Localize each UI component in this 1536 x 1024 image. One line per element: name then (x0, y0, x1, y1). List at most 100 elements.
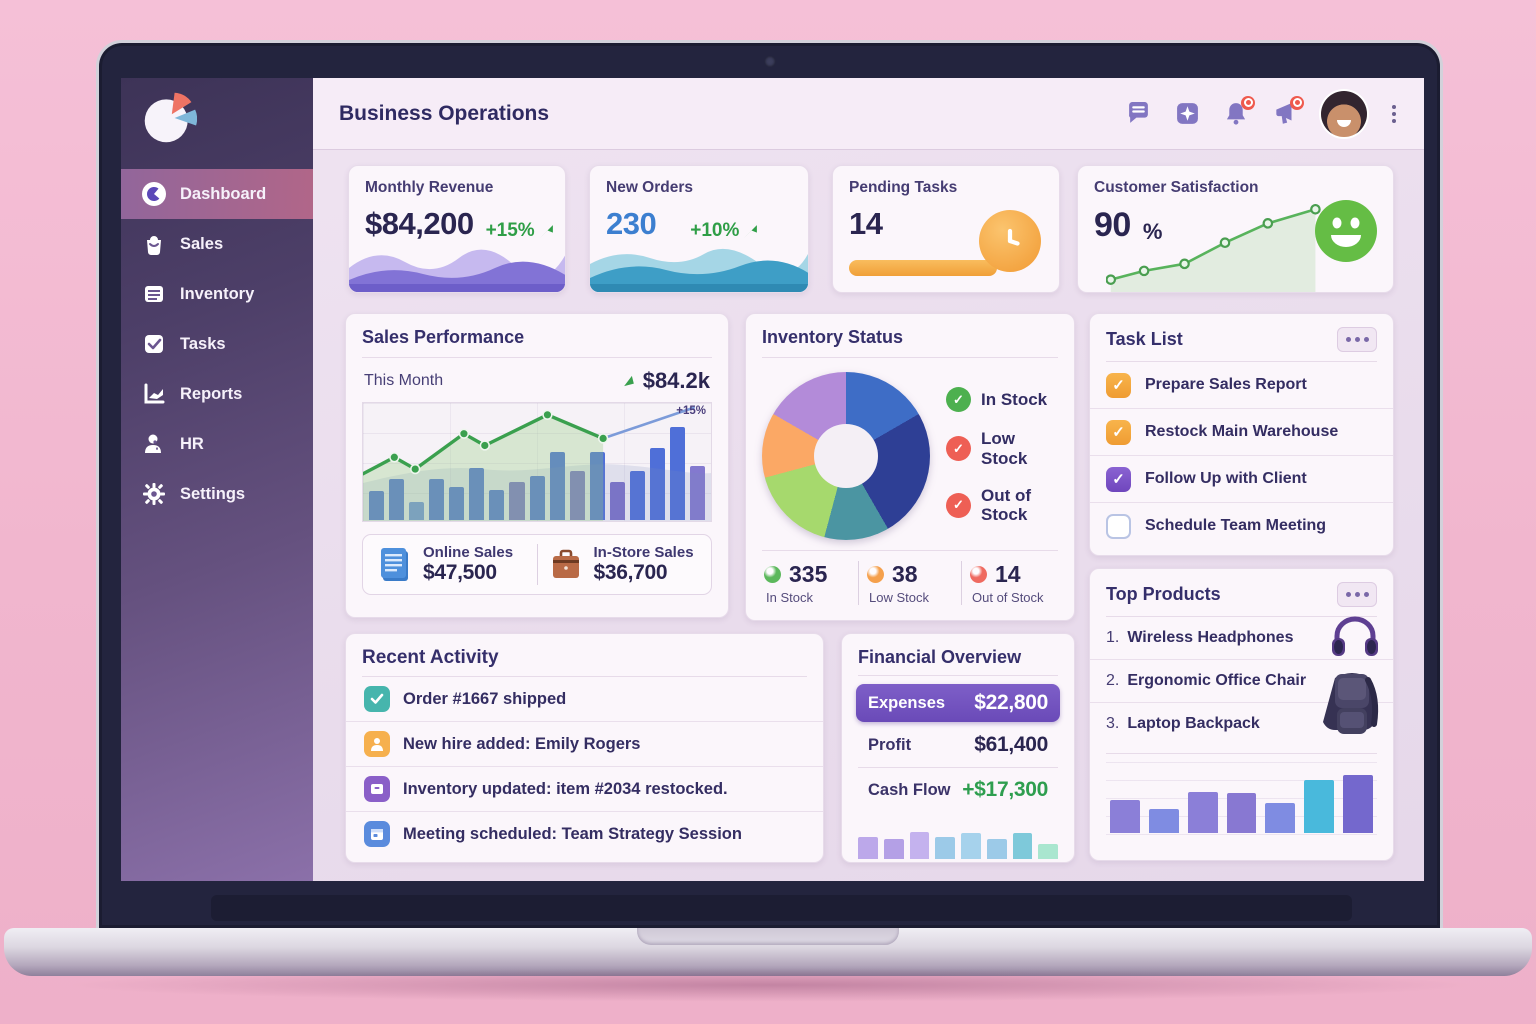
revenue-wave-chart (349, 249, 565, 292)
smiley-icon (1313, 198, 1379, 269)
page-title: Business Operations (339, 101, 550, 125)
online-sales-value: $47,500 (423, 561, 497, 584)
app-header: Business Operations (313, 78, 1424, 150)
sidebar-item-sales[interactable]: Sales (121, 219, 313, 269)
calendar-icon (364, 821, 390, 847)
legend-item: ✓ Low Stock (946, 429, 1058, 468)
legend-item: ✓ Out of Stock (946, 486, 1058, 525)
user-avatar[interactable] (1321, 90, 1367, 137)
task-checkbox[interactable] (1106, 466, 1131, 492)
status-dot (764, 566, 781, 583)
projection-label: +15% (676, 405, 706, 417)
person-icon (364, 731, 390, 757)
recent-activity-card: Recent Activity Order #1667 shipped (345, 633, 824, 863)
sidebar-item-label: Settings (180, 484, 246, 503)
status-dot (970, 566, 987, 583)
reports-icon (141, 381, 167, 407)
sidebar-item-label: Tasks (180, 334, 226, 353)
card-title: Task List (1106, 329, 1183, 349)
top-products-card: Top Products 1. Wireless Headphones (1089, 568, 1394, 861)
activity-row: Order #1667 shipped (346, 677, 823, 721)
kpi-card-monthly-revenue: Monthly Revenue $84,200 +15% (348, 165, 566, 293)
clock-icon (979, 210, 1041, 272)
megaphone-icon[interactable] (1272, 95, 1304, 127)
product-row: 2. Ergonomic Office Chair (1090, 659, 1393, 702)
task-list-card: Task List Prepare Sales Report Restock M… (1089, 313, 1394, 556)
task-row: Restock Main Warehouse (1090, 408, 1393, 455)
stat-low-stock: 38 Low Stock (858, 561, 961, 605)
sales-performance-card: Sales Performance This Month $84.2k (345, 313, 729, 618)
inventory-legend: ✓ In Stock ✓ Low Stock ✓ Out of Stock (946, 387, 1058, 524)
more-options-icon[interactable] (1337, 582, 1377, 607)
status-dot (867, 566, 884, 583)
financial-overview-card: Financial Overview Expenses $22,800 Prof… (841, 633, 1075, 863)
backpack-icon (1321, 666, 1383, 749)
card-title: Financial Overview (858, 647, 1022, 667)
sales-icon (141, 231, 167, 257)
sparkle-square-icon[interactable] (1174, 101, 1200, 127)
hr-icon (141, 431, 167, 457)
webcam-dot (764, 56, 775, 67)
inventory-stats: 335 In Stock 38 Low Stock (746, 551, 1074, 617)
expenses-row: Expenses $22,800 (856, 684, 1060, 722)
chat-icon[interactable] (1125, 101, 1151, 127)
up-arrow-icon (744, 224, 758, 238)
sales-breakdown: Online Sales $47,500 In-Store Sales $36,… (362, 534, 712, 595)
inventory-icon (141, 281, 167, 307)
headphones-icon (1329, 614, 1381, 663)
kebab-menu-icon[interactable] (1390, 103, 1398, 125)
kpi-value: 230 (606, 206, 657, 241)
task-checkbox[interactable] (1106, 419, 1131, 445)
period-label: This Month (364, 372, 444, 389)
kpi-title: Pending Tasks (849, 179, 958, 196)
notification-badge (1241, 95, 1255, 110)
card-title: Sales Performance (362, 327, 525, 347)
briefcase-icon (552, 549, 579, 578)
inventory-donut-chart (762, 372, 930, 540)
kpi-title: Monthly Revenue (365, 179, 494, 196)
sidebar-item-dashboard[interactable]: Dashboard (121, 169, 313, 219)
sidebar-item-inventory[interactable]: Inventory (121, 269, 313, 319)
orders-wave-chart (590, 248, 808, 292)
sidebar-item-hr[interactable]: HR (121, 419, 313, 469)
card-title: Top Products (1106, 584, 1221, 604)
stat-out-of-stock: 14 Out of Stock (961, 561, 1064, 605)
kpi-value: 14 (849, 206, 883, 241)
kpi-card-customer-satisfaction: Customer Satisfaction 90 % (1077, 165, 1394, 293)
up-arrow-icon (539, 224, 553, 238)
trend-marker-icon (623, 375, 634, 387)
more-options-icon[interactable] (1337, 327, 1377, 352)
kpi-unit: % (1142, 219, 1163, 244)
sidebar-item-label: Sales (180, 234, 224, 253)
sidebar-item-label: Inventory (180, 284, 255, 303)
sidebar-item-label: HR (180, 434, 204, 453)
sidebar-item-reports[interactable]: Reports (121, 369, 313, 419)
sidebar-item-label: Dashboard (180, 184, 267, 203)
task-checkbox[interactable] (1106, 513, 1131, 539)
check-icon (364, 686, 390, 712)
satisfaction-line-chart (1106, 204, 1321, 292)
profit-row: Profit $61,400 (868, 733, 1048, 756)
card-title: Recent Activity (362, 647, 499, 668)
sidebar-item-tasks[interactable]: Tasks (121, 319, 313, 369)
laptop-hinge (211, 895, 1352, 921)
dashboard-icon (141, 181, 167, 207)
box-icon (364, 776, 390, 802)
document-icon (381, 547, 408, 581)
task-checkbox[interactable] (1106, 372, 1131, 398)
instore-sales-value: $36,700 (593, 561, 668, 584)
laptop-base (4, 928, 1532, 976)
tasks-icon (141, 331, 167, 357)
instore-sales: In-Store Sales $36,700 (536, 544, 706, 585)
kpi-value: 90 (1094, 206, 1131, 244)
legend-item: ✓ In Stock (946, 387, 1058, 413)
instore-sales-label: In-Store Sales (593, 544, 694, 561)
check-circle-icon: ✓ (946, 387, 971, 413)
laptop-shadow (60, 968, 1480, 1002)
bell-icon[interactable] (1223, 95, 1255, 127)
stat-in-stock: 335 In Stock (764, 561, 828, 605)
kpi-value: $84,200 (365, 206, 474, 241)
sidebar-nav: Dashboard Sales Inventory (121, 169, 313, 519)
sidebar-item-settings[interactable]: Settings (121, 469, 313, 519)
cash-flow-row: Cash Flow +$17,300 (868, 778, 1048, 801)
